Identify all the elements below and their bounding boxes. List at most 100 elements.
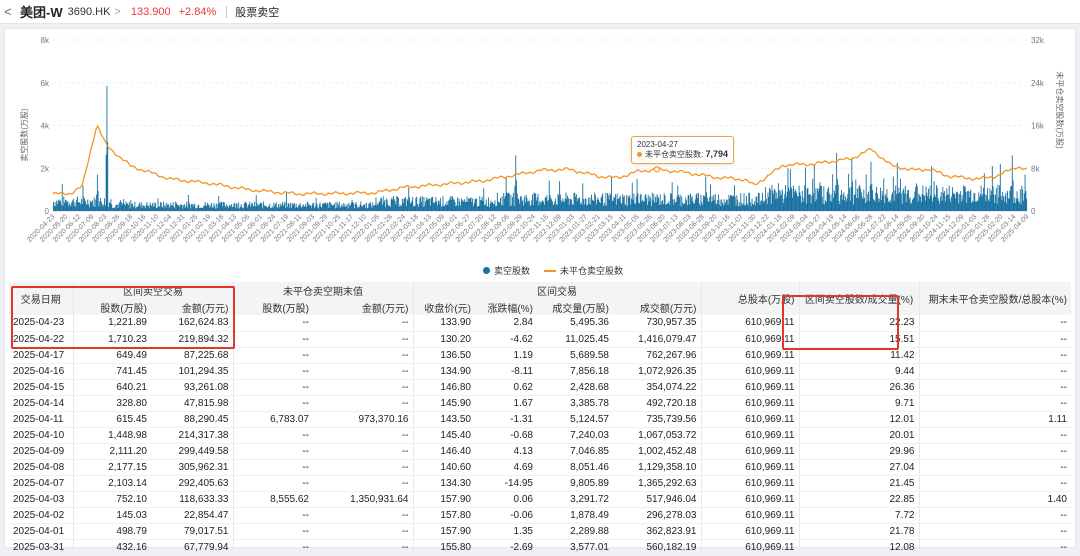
bar: [908, 199, 910, 211]
table-row[interactable]: 2025-04-14 328.80 47,815.98 -- -- 145.90 1.67 3…: [9, 395, 1071, 412]
table-cell: 27.04: [798, 459, 919, 476]
stock-code[interactable]: 3690.HK: [67, 5, 111, 18]
table-row[interactable]: 2025-04-10 1,448.98 214,317.38 -- -- 145.40 -0…: [9, 427, 1071, 444]
table-row[interactable]: 2025-04-15 640.21 93,261.08 -- -- 146.80 0.62 2…: [9, 379, 1071, 396]
chevron-right-icon[interactable]: >: [114, 5, 121, 18]
bar: [345, 206, 347, 211]
table-cell: 8,051.46: [537, 459, 613, 476]
bar: [417, 207, 419, 211]
table-cell: --: [232, 539, 313, 556]
bar: [266, 206, 268, 211]
bar: [161, 206, 163, 211]
y-left-tick-label: 0: [45, 207, 50, 216]
table-row[interactable]: 2025-04-23 1,221.89 162,624.83 -- -- 133.90 2.…: [9, 315, 1071, 332]
table-row[interactable]: 2025-03-31 432.16 67,779.94 -- -- 155.80 -2.69…: [9, 539, 1071, 556]
table-cell: 7,240.03: [537, 427, 613, 444]
tab-short-selling[interactable]: 股票卖空: [235, 6, 280, 19]
col-header-date[interactable]: 交易日期: [9, 282, 73, 315]
col-header-close[interactable]: 收盘价(元): [412, 299, 475, 315]
bar: [418, 204, 420, 211]
table-cell: --: [232, 379, 313, 396]
bar: [657, 196, 659, 211]
table-row[interactable]: 2025-04-16 741.45 101,294.35 -- -- 134.90 -8.1…: [9, 363, 1071, 380]
col-header-volume[interactable]: 成交量(万股): [537, 299, 613, 315]
table-row[interactable]: 2025-04-08 2,177.15 305,962.31 -- -- 140.60 4.…: [9, 459, 1071, 476]
y-left-axis-title: 卖空股数(万股): [19, 108, 29, 162]
back-icon[interactable]: <: [4, 4, 12, 19]
bar: [829, 193, 830, 211]
bar: [433, 202, 434, 211]
table-cell: --: [313, 523, 413, 540]
bar: [680, 206, 682, 211]
col-header-short-shares[interactable]: 股数(万股): [72, 299, 151, 315]
bar: [460, 205, 462, 211]
bar: [215, 203, 217, 211]
bar: [686, 205, 688, 211]
bar: [725, 201, 727, 211]
col-header-turnover[interactable]: 成交额(万元): [613, 299, 701, 315]
col-header-total-shares[interactable]: 总股本(万股): [700, 282, 799, 315]
col-header-open-shares[interactable]: 股数(万股): [232, 299, 313, 315]
bar: [627, 195, 629, 211]
bar: [81, 204, 83, 211]
table-row[interactable]: 2025-04-01 498.79 79,017.51 -- -- 157.90 1.35 2…: [9, 523, 1071, 540]
table-row[interactable]: 2025-04-02 145.03 22,854.47 -- -- 157.80 -0.06…: [9, 507, 1071, 524]
bar: [902, 190, 904, 211]
table-cell: --: [232, 395, 313, 412]
bar: [911, 202, 913, 211]
bar: [817, 191, 819, 211]
bar: [789, 169, 791, 211]
bar: [187, 207, 189, 211]
bar: [359, 204, 361, 211]
bar: [300, 206, 302, 211]
bar: [769, 189, 771, 211]
bar: [568, 204, 570, 211]
bar: [618, 198, 620, 211]
bar: [761, 192, 763, 211]
legend-item-short-shares[interactable]: 卖空股数: [483, 264, 530, 277]
table-row[interactable]: 2025-04-07 2,103.14 292,405.63 -- -- 134.30 -1…: [9, 475, 1071, 492]
bar: [739, 206, 741, 211]
col-header-change[interactable]: 涨跌幅(%): [475, 299, 537, 315]
bar: [80, 204, 82, 211]
bar: [972, 202, 974, 211]
table-row[interactable]: 2025-04-09 2,111.20 299,449.58 -- -- 146.40 4.…: [9, 443, 1071, 460]
table-row[interactable]: 2025-04-17 649.49 87,225.68 -- -- 136.50 1.19 5…: [9, 347, 1071, 364]
bar: [445, 205, 447, 211]
bar: [1001, 199, 1003, 211]
bar: [214, 205, 216, 211]
table-row[interactable]: 2025-04-22 1,710.23 219,894.32 -- -- 130.20 -4…: [9, 331, 1071, 348]
bar: [430, 198, 432, 211]
bar: [293, 203, 295, 211]
col-header-short-ratio[interactable]: 区间卖空股数/成交量(%): [798, 282, 919, 315]
bar: [146, 202, 148, 211]
bar: [128, 202, 130, 211]
table-cell: 2025-04-22: [9, 331, 73, 348]
bar: [964, 186, 966, 211]
bar: [66, 202, 68, 211]
bar: [472, 206, 474, 211]
bar: [920, 202, 922, 211]
bar: [440, 197, 442, 211]
bar: [944, 201, 946, 211]
y-left-tick-label: 2k: [41, 164, 50, 173]
bar: [465, 202, 467, 211]
col-header-short-amount[interactable]: 金额(万元): [151, 299, 233, 315]
bar: [726, 199, 727, 211]
bar: [451, 196, 453, 211]
col-header-open-short-ratio[interactable]: 期末未平仓卖空股数/总股本(%): [918, 282, 1071, 315]
bar: [923, 195, 925, 211]
bar: [951, 196, 953, 211]
table-row[interactable]: 2025-04-11 615.45 88,290.45 6,783.07 973,370…: [9, 411, 1071, 428]
bar: [516, 193, 518, 211]
table-row[interactable]: 2025-04-03 752.10 118,633.33 8,555.62 1,350,…: [9, 491, 1071, 508]
bar: [726, 199, 728, 211]
bar: [642, 201, 644, 211]
bar: [1002, 191, 1004, 211]
table-cell: --: [918, 507, 1071, 524]
bar: [852, 181, 854, 211]
col-header-open-amount[interactable]: 金额(万元): [313, 299, 413, 315]
bar: [468, 198, 470, 211]
bar: [137, 206, 139, 211]
legend-item-open-short[interactable]: 未平仓卖空股数: [544, 264, 623, 277]
